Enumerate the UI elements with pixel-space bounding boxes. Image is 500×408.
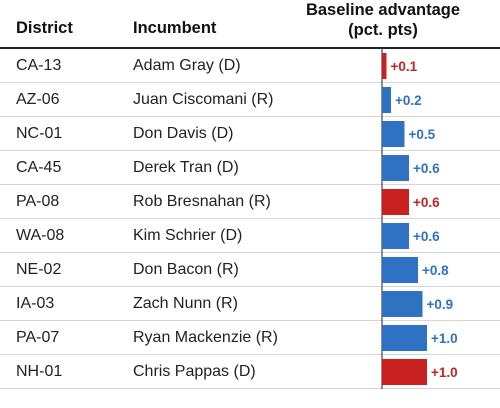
- table-row: CA-13 Adam Gray (D): [0, 49, 500, 83]
- table-row: WA-08 Kim Schrier (D): [0, 219, 500, 253]
- row-divider: [0, 252, 500, 253]
- district-cell: IA-03: [16, 295, 55, 312]
- row-divider: [0, 150, 500, 151]
- header-rule: [0, 47, 500, 49]
- advantage-value-label: +0.9: [427, 297, 454, 312]
- advantage-value-label: +0.6: [413, 161, 440, 176]
- district-cell: CA-13: [16, 57, 62, 74]
- incumbent-cell: Derek Tran (D): [133, 159, 239, 176]
- advantage-value-label: +0.1: [391, 59, 418, 74]
- row-divider: [0, 388, 500, 389]
- row-divider: [0, 286, 500, 287]
- advantage-bar: [382, 291, 423, 317]
- advantage-value-label: +1.0: [431, 365, 458, 380]
- table-row: NH-01 Chris Pappas (D): [0, 355, 500, 389]
- table-row: NC-01 Don Davis (D): [0, 117, 500, 151]
- advantage-value-label: +1.0: [431, 331, 458, 346]
- advantage-bar: [382, 155, 409, 181]
- district-cell: AZ-06: [16, 91, 60, 108]
- advantage-bar: [382, 121, 405, 147]
- incumbent-cell: Zach Nunn (R): [133, 295, 238, 312]
- table-row: PA-08 Rob Bresnahan (R): [0, 185, 500, 219]
- advantage-value-label: +0.8: [422, 263, 449, 278]
- row-divider: [0, 218, 500, 219]
- column-header-advantage-line2: (pct. pts): [348, 21, 418, 39]
- table-row: NE-02 Don Bacon (R): [0, 253, 500, 287]
- district-cell: NE-02: [16, 261, 62, 278]
- table-row: PA-07 Ryan Mackenzie (R): [0, 321, 500, 355]
- row-divider: [0, 82, 500, 83]
- advantage-bar: [382, 87, 391, 113]
- advantage-value-label: +0.6: [413, 229, 440, 244]
- column-header-advantage: Baseline advantage (pct. pts): [300, 0, 466, 40]
- district-cell: NH-01: [16, 363, 63, 380]
- advantage-bar: [382, 325, 427, 351]
- advantage-value-label: +0.2: [395, 93, 422, 108]
- advantage-bar: [382, 257, 418, 283]
- district-cell: NC-01: [16, 125, 63, 142]
- incumbent-cell: Don Davis (D): [133, 125, 234, 142]
- advantage-bar: [382, 189, 409, 215]
- district-cell: CA-45: [16, 159, 62, 176]
- column-header-advantage-line1: Baseline advantage: [305, 1, 461, 19]
- incumbent-cell: Rob Bresnahan (R): [133, 193, 271, 210]
- table-row: CA-45 Derek Tran (D): [0, 151, 500, 185]
- row-divider: [0, 354, 500, 355]
- row-divider: [0, 320, 500, 321]
- district-cell: WA-08: [16, 227, 65, 244]
- row-divider: [0, 116, 500, 117]
- incumbent-cell: Juan Ciscomani (R): [133, 91, 274, 108]
- district-cell: PA-07: [16, 329, 60, 346]
- column-header-incumbent: Incumbent: [133, 19, 217, 37]
- table-row: IA-03 Zach Nunn (R): [0, 287, 500, 321]
- incumbent-cell: Kim Schrier (D): [133, 227, 243, 244]
- advantage-bar: [382, 53, 387, 79]
- incumbent-cell: Chris Pappas (D): [133, 363, 256, 380]
- row-divider: [0, 184, 500, 185]
- incumbent-cell: Adam Gray (D): [133, 57, 241, 74]
- advantage-value-label: +0.6: [413, 195, 440, 210]
- advantage-bar: [382, 223, 409, 249]
- column-header-district: District: [16, 19, 73, 37]
- incumbent-cell: Don Bacon (R): [133, 261, 239, 278]
- advantage-bar: [382, 359, 427, 385]
- advantage-value-label: +0.5: [409, 127, 436, 142]
- incumbent-cell: Ryan Mackenzie (R): [133, 329, 278, 346]
- table-row: AZ-06 Juan Ciscomani (R): [0, 83, 500, 117]
- district-cell: PA-08: [16, 193, 60, 210]
